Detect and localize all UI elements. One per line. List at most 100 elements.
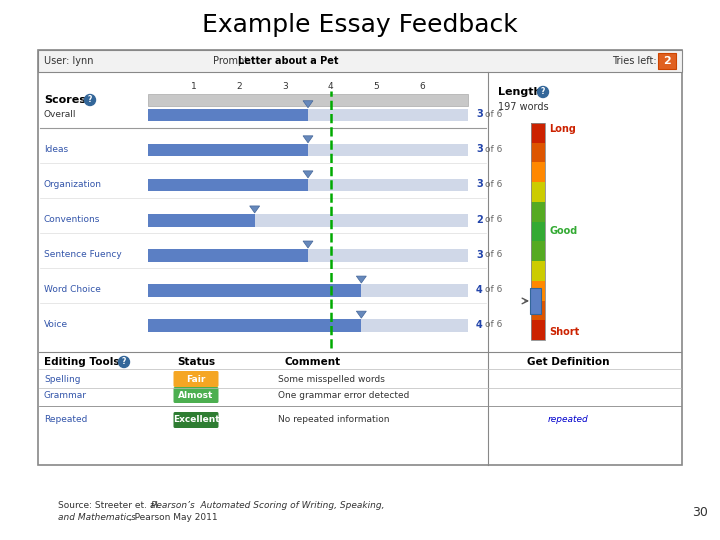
- Polygon shape: [303, 136, 313, 143]
- Text: Prompt:: Prompt:: [213, 56, 254, 66]
- Bar: [148, 179, 308, 192]
- Text: ?: ?: [88, 96, 92, 105]
- Text: Ideas: Ideas: [44, 145, 68, 154]
- Text: of 6: of 6: [485, 110, 503, 119]
- FancyBboxPatch shape: [174, 371, 218, 387]
- Text: User: lynn: User: lynn: [44, 56, 94, 66]
- Text: of 6: of 6: [485, 145, 503, 154]
- Text: , Pearson May 2011: , Pearson May 2011: [129, 512, 217, 522]
- Text: 3: 3: [476, 110, 482, 119]
- Circle shape: [119, 356, 130, 368]
- Text: Example Essay Feedback: Example Essay Feedback: [202, 13, 518, 37]
- Text: Tries left:: Tries left:: [612, 56, 660, 66]
- Text: Source: Streeter et. al.: Source: Streeter et. al.: [58, 502, 163, 510]
- Text: Short: Short: [549, 327, 580, 337]
- Text: Pearson’s  Automated Scoring of Writing, Speaking,: Pearson’s Automated Scoring of Writing, …: [151, 502, 384, 510]
- Text: ?: ?: [122, 357, 126, 367]
- Bar: [148, 249, 308, 262]
- Circle shape: [84, 94, 96, 105]
- FancyBboxPatch shape: [174, 412, 218, 428]
- Text: Fair: Fair: [186, 375, 206, 383]
- Polygon shape: [303, 241, 313, 248]
- Bar: [531, 201, 545, 221]
- Text: repeated: repeated: [548, 415, 588, 424]
- FancyBboxPatch shape: [174, 387, 218, 403]
- Bar: [38, 50, 682, 465]
- Text: Conventions: Conventions: [44, 215, 100, 224]
- Text: and Mathematics: and Mathematics: [58, 512, 136, 522]
- Text: Status: Status: [177, 357, 215, 367]
- Circle shape: [538, 86, 549, 98]
- Text: Good: Good: [549, 226, 577, 237]
- Bar: [148, 144, 468, 157]
- Bar: [148, 94, 468, 106]
- Bar: [148, 249, 468, 262]
- Polygon shape: [303, 171, 313, 178]
- Text: Sentence Fuency: Sentence Fuency: [44, 250, 122, 259]
- Polygon shape: [356, 311, 366, 318]
- Text: 2: 2: [476, 214, 482, 225]
- Bar: [148, 109, 468, 122]
- Text: Almost: Almost: [179, 390, 214, 400]
- Bar: [148, 284, 468, 296]
- Text: 4: 4: [328, 82, 333, 91]
- Bar: [531, 241, 545, 261]
- Bar: [148, 319, 361, 332]
- Bar: [148, 214, 468, 227]
- Bar: [531, 181, 545, 202]
- Text: of 6: of 6: [485, 320, 503, 329]
- Text: of 6: of 6: [485, 285, 503, 294]
- Text: 3: 3: [476, 249, 482, 260]
- Text: 4: 4: [476, 320, 482, 330]
- Text: 4: 4: [476, 285, 482, 295]
- Bar: [530, 288, 541, 314]
- Text: Length: Length: [498, 87, 541, 97]
- Bar: [658, 53, 676, 69]
- Text: Excellent: Excellent: [173, 415, 220, 424]
- Bar: [148, 179, 468, 192]
- Bar: [148, 144, 308, 157]
- Text: Letter about a Pet: Letter about a Pet: [238, 56, 338, 66]
- Bar: [148, 109, 308, 122]
- Text: 197 words: 197 words: [498, 102, 549, 112]
- Text: 6: 6: [420, 82, 426, 91]
- Text: One grammar error detected: One grammar error detected: [278, 390, 410, 400]
- Text: of 6: of 6: [485, 250, 503, 259]
- Text: 3: 3: [282, 82, 288, 91]
- Bar: [531, 320, 545, 340]
- Text: 2: 2: [663, 56, 671, 66]
- Text: Spelling: Spelling: [44, 375, 81, 383]
- Text: 1: 1: [191, 82, 197, 91]
- Text: Repeated: Repeated: [44, 415, 87, 424]
- Bar: [531, 261, 545, 281]
- Bar: [531, 300, 545, 320]
- Bar: [531, 142, 545, 163]
- Text: Editing Tools: Editing Tools: [44, 357, 120, 367]
- Bar: [148, 214, 255, 227]
- Text: of 6: of 6: [485, 180, 503, 189]
- Polygon shape: [356, 276, 366, 283]
- Text: Scores: Scores: [44, 95, 86, 105]
- Polygon shape: [250, 206, 260, 213]
- Bar: [531, 280, 545, 301]
- Text: of 6: of 6: [485, 215, 503, 224]
- Bar: [148, 319, 468, 332]
- Text: Some misspelled words: Some misspelled words: [278, 375, 385, 383]
- Text: 5: 5: [374, 82, 379, 91]
- Bar: [38, 50, 682, 72]
- Text: 2: 2: [237, 82, 242, 91]
- Polygon shape: [303, 101, 313, 108]
- Text: Voice: Voice: [44, 320, 68, 329]
- Text: No repeated information: No repeated information: [278, 415, 390, 424]
- Text: ?: ?: [541, 87, 545, 97]
- Text: Comment: Comment: [285, 357, 341, 367]
- Text: 3: 3: [476, 179, 482, 190]
- Text: Get Definition: Get Definition: [527, 357, 609, 367]
- Text: 3: 3: [476, 144, 482, 154]
- Bar: [531, 123, 545, 340]
- Text: Long: Long: [549, 124, 576, 134]
- Text: Overall: Overall: [44, 110, 76, 119]
- Bar: [531, 162, 545, 182]
- Text: Word Choice: Word Choice: [44, 285, 101, 294]
- Bar: [148, 284, 361, 296]
